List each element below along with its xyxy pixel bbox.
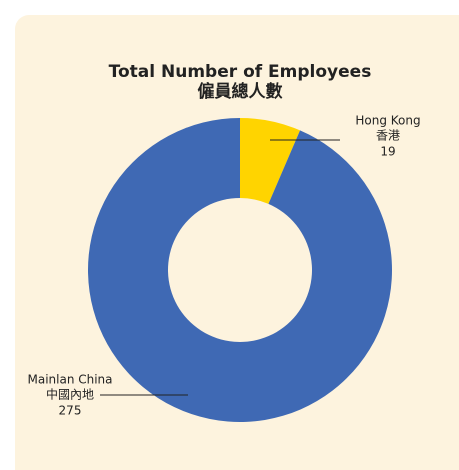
segment-label-zh: 中國內地 bbox=[46, 387, 94, 402]
chart-subtitle: 僱員總人數 bbox=[198, 81, 283, 102]
value-label: 19 bbox=[380, 145, 395, 159]
chart-title: Total Number of Employees bbox=[109, 62, 372, 82]
segment-label-zh: 香港 bbox=[376, 129, 400, 143]
donut-segment bbox=[87, 118, 393, 423]
segment-label: Hong Kong bbox=[355, 114, 420, 128]
value-label: 275 bbox=[59, 404, 82, 418]
donut-segment bbox=[240, 118, 301, 204]
segment-label: Mainlan China bbox=[27, 373, 112, 387]
